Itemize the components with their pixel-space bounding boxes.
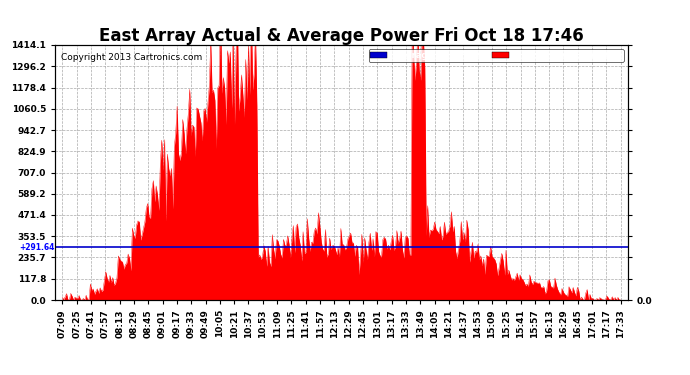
Text: +291.64: +291.64: [19, 243, 55, 252]
Text: Copyright 2013 Cartronics.com: Copyright 2013 Cartronics.com: [61, 53, 202, 62]
Title: East Array Actual & Average Power Fri Oct 18 17:46: East Array Actual & Average Power Fri Oc…: [99, 27, 584, 45]
Legend: Average  (DC Watts), East Array  (DC Watts): Average (DC Watts), East Array (DC Watts…: [368, 49, 624, 62]
